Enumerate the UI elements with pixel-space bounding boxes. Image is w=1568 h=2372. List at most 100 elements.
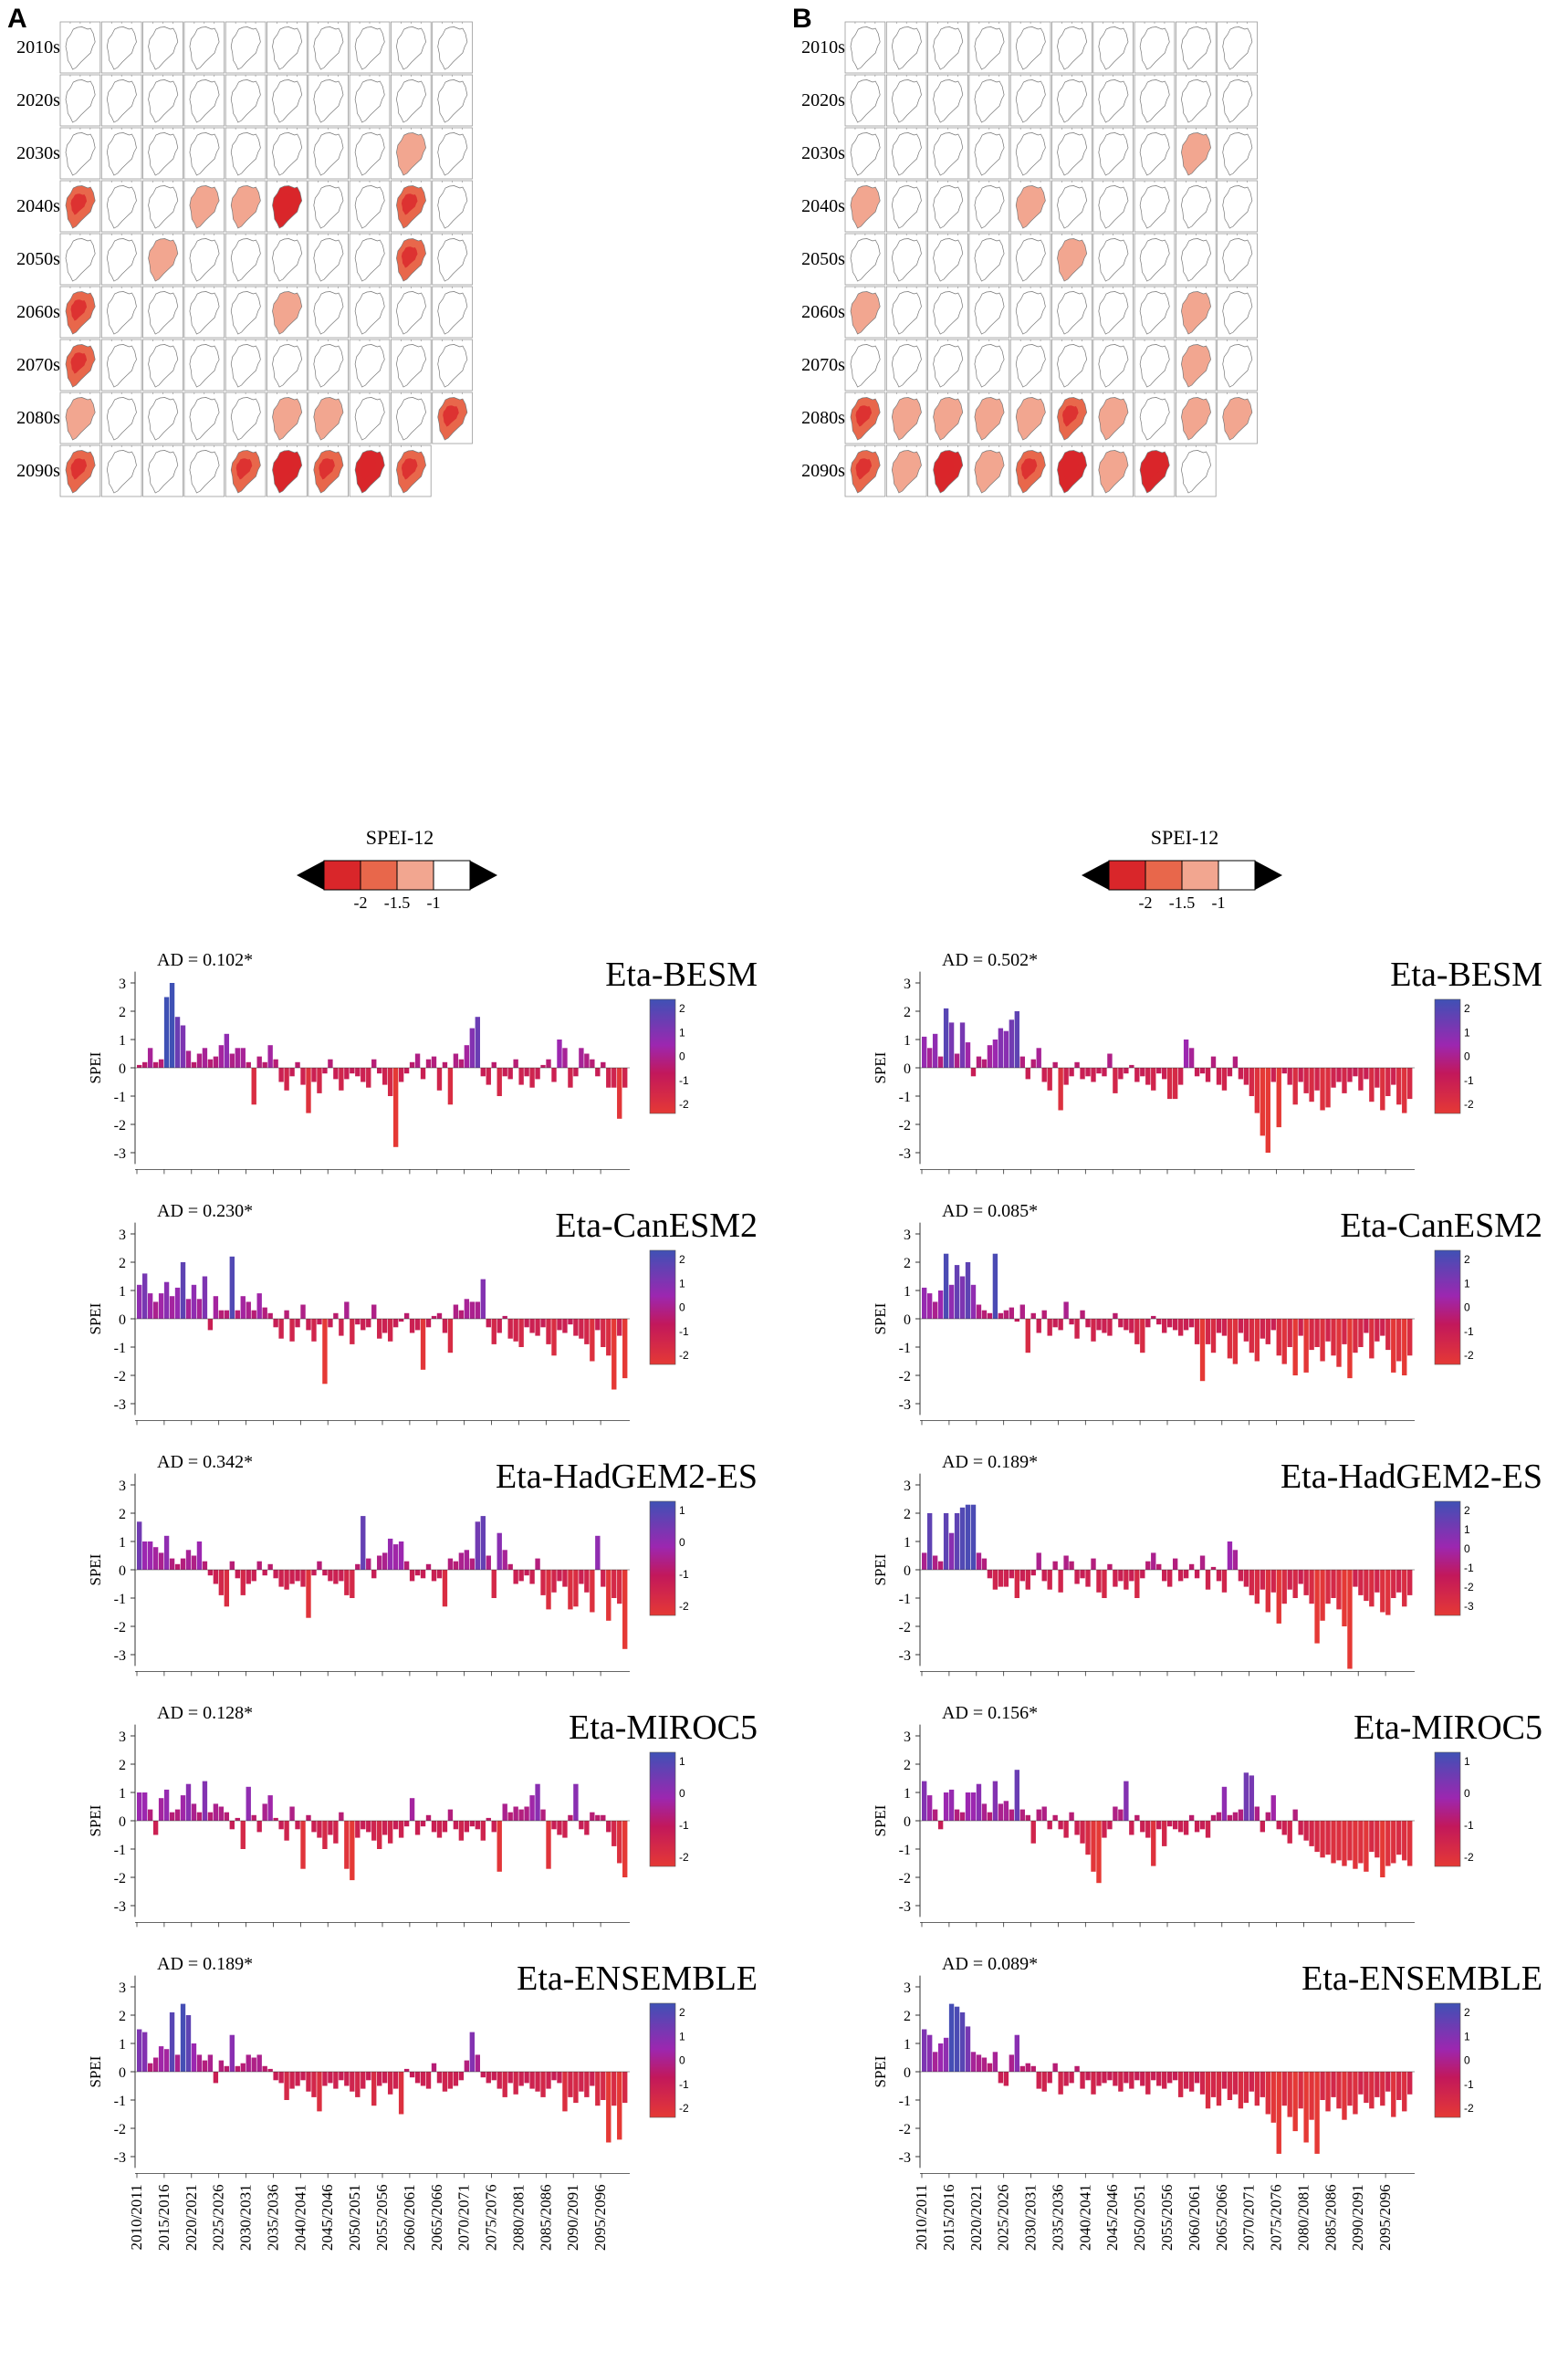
bar: [213, 2072, 219, 2084]
bar: [1331, 1319, 1336, 1356]
bar: [1118, 1570, 1124, 1582]
bar: [1107, 1563, 1113, 1570]
map-hotspot: [443, 405, 459, 427]
bar: [1210, 1319, 1217, 1353]
bar: [1342, 1570, 1347, 1626]
bar: [491, 1319, 497, 1344]
bar: [1124, 1068, 1129, 1074]
bar: [246, 1061, 251, 1068]
y-tick-label: 0: [119, 1312, 126, 1328]
map-region: [65, 397, 96, 441]
map-hotspot: [1062, 405, 1079, 427]
bar: [970, 1284, 977, 1319]
bar: [185, 2015, 192, 2072]
bar: [256, 1821, 262, 1833]
colorbar: [649, 1751, 676, 1867]
bar: [612, 2072, 617, 2106]
bar: [1325, 1570, 1331, 1604]
bar: [1260, 1319, 1265, 1339]
bar: [1025, 1570, 1030, 1590]
map-region: [1222, 291, 1253, 335]
bar: [959, 1022, 966, 1068]
map-region: [1015, 344, 1046, 388]
y-tick-label: 1: [119, 1535, 126, 1551]
bar: [976, 1783, 982, 1821]
y-axis-label: SPEI: [87, 2055, 104, 2087]
bar: [1009, 1307, 1015, 1319]
bar: [458, 1310, 465, 1319]
bar: [1177, 1570, 1184, 1582]
y-axis-label: SPEI: [87, 1051, 104, 1083]
bar: [1140, 1319, 1145, 1353]
bar: [256, 1561, 262, 1570]
map-cell: [390, 21, 432, 74]
map-hotspot: [401, 193, 418, 215]
x-tick-label: 2080/2081: [509, 2184, 527, 2251]
bar: [218, 1806, 225, 1821]
bar: [1227, 1814, 1233, 1821]
map-cell: [1009, 21, 1051, 74]
bar: [926, 1048, 933, 1068]
bar: [1058, 1319, 1063, 1331]
bar: [251, 1814, 256, 1821]
bar: [464, 1045, 470, 1068]
bar: [546, 2072, 551, 2089]
bar: [328, 1821, 333, 1835]
bar: [976, 1552, 982, 1570]
bar: [1025, 1814, 1030, 1821]
map-region: [1181, 450, 1211, 494]
bar: [163, 1281, 170, 1319]
bar: [1243, 1319, 1249, 1342]
bar: [1025, 1319, 1030, 1353]
bar: [371, 1821, 377, 1841]
x-tick-label: 2095/2096: [1376, 2184, 1394, 2251]
map-cell: [142, 21, 183, 74]
bar: [1358, 1821, 1364, 1864]
bar: [981, 1803, 988, 1821]
map-cell: [1176, 180, 1217, 233]
map-region: [974, 132, 1005, 176]
bar: [1364, 1068, 1369, 1080]
y-tick-label: -2: [899, 1871, 911, 1886]
map-cell: [349, 392, 391, 444]
bar: [1047, 1068, 1052, 1091]
bar: [240, 1048, 246, 1068]
bar: [403, 1821, 410, 1827]
map-cell: [968, 286, 1010, 339]
map-cell: [267, 180, 308, 233]
map-region: [974, 450, 1005, 494]
y-tick-label: 0: [904, 2065, 911, 2081]
colorbar-tick: 0: [1464, 1301, 1470, 1314]
panel-letter: A: [7, 4, 27, 34]
bar: [595, 1319, 601, 1331]
bar: [524, 1806, 529, 1821]
map-region: [148, 79, 179, 123]
bar: [998, 1570, 1004, 1587]
bar: [551, 2072, 557, 2081]
bar: [1375, 1068, 1380, 1088]
colorbar-tick: 2: [679, 2006, 685, 2019]
bar: [1036, 1048, 1041, 1068]
bar: [573, 1068, 579, 1077]
x-tick-label: 2090/2091: [1349, 2184, 1366, 2251]
map-region: [1181, 238, 1211, 282]
map-region: [313, 26, 344, 70]
map-region: [1098, 26, 1129, 70]
bar: [377, 1821, 382, 1849]
legend-swatch: [396, 860, 434, 891]
bar: [1402, 1068, 1407, 1113]
map-cell: [267, 286, 308, 339]
decade-label: 2050s: [16, 249, 60, 269]
bar: [562, 2072, 568, 2112]
bar: [1019, 1809, 1025, 1821]
bar: [557, 1319, 562, 1331]
bar: [202, 2060, 208, 2072]
bar: [546, 1059, 551, 1068]
bar: [551, 1319, 557, 1356]
bar: [992, 1570, 998, 1590]
bar: [1287, 1319, 1292, 1347]
map-cell: [1217, 286, 1258, 339]
bar: [458, 1821, 465, 1841]
bar: [1254, 1319, 1260, 1362]
map-cell: [1217, 74, 1258, 127]
